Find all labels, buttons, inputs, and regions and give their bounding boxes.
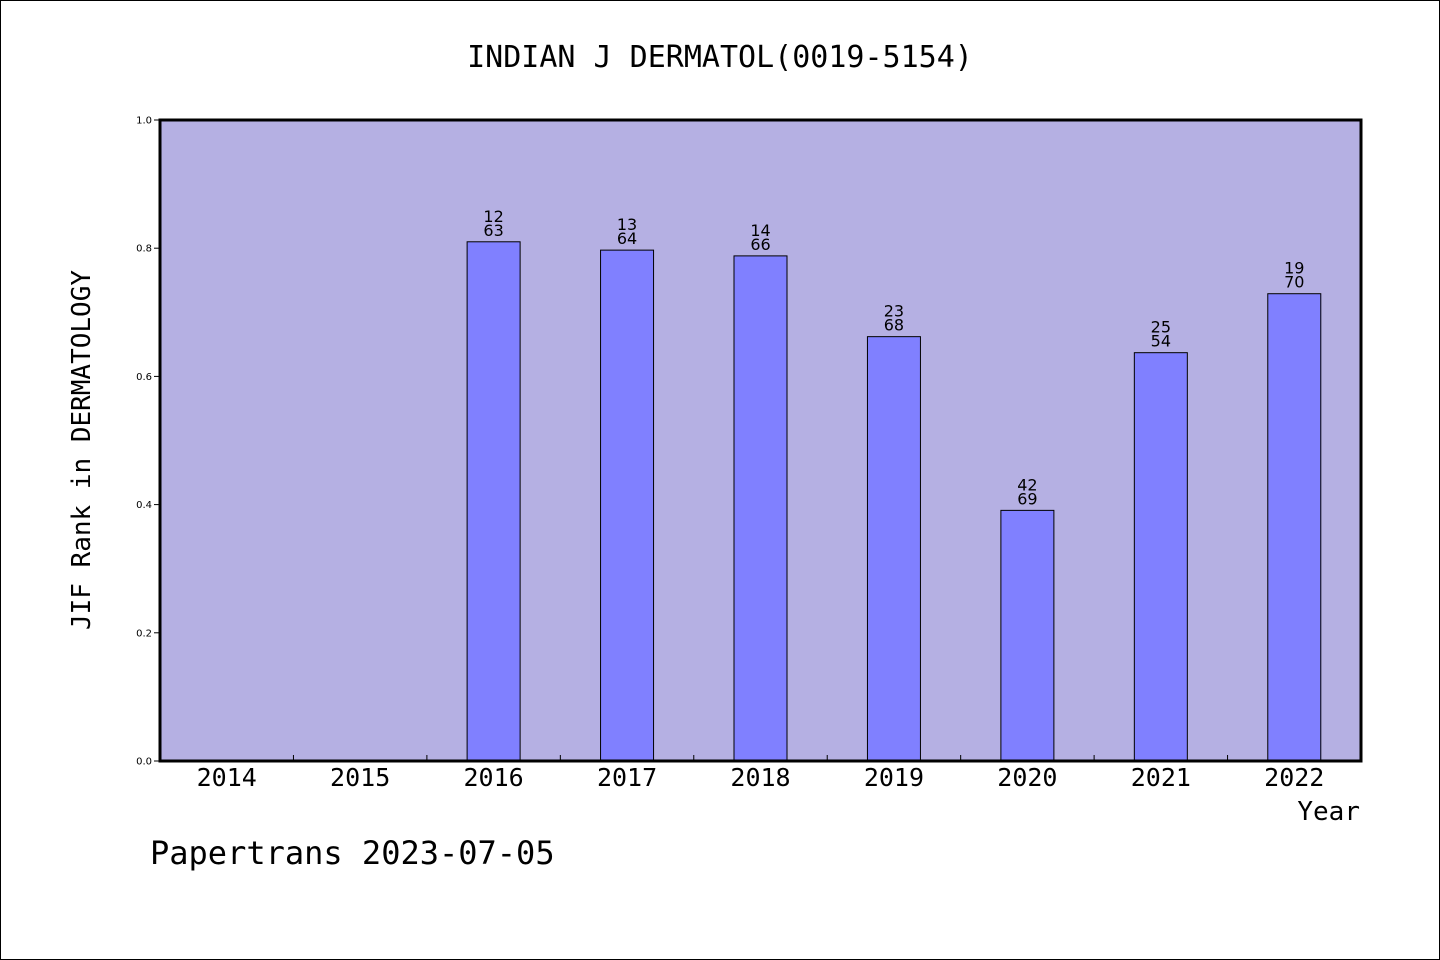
x-tick-label: 2016 xyxy=(464,763,524,792)
x-axis: 2014 2015 2016 2017 2018 2019 2020 2021 2022 xyxy=(197,755,1324,792)
y-tick-label: 0.8 xyxy=(136,244,152,255)
bar-2022 xyxy=(1267,293,1322,762)
x-axis-label: Year xyxy=(1297,797,1360,827)
y-tick-label: 0.6 xyxy=(136,372,152,383)
bar-rank-label: 42 xyxy=(1017,475,1037,494)
chart-title: INDIAN J DERMATOL(0019-5154) xyxy=(467,40,973,75)
bar-total-label: 70 xyxy=(1284,273,1304,292)
bar-2018 xyxy=(733,255,788,762)
bar-rank-label: 25 xyxy=(1151,318,1171,337)
y-axis-label: JIF Rank in DERMATOLOGY xyxy=(67,270,97,630)
x-tick-label: 2014 xyxy=(197,763,257,792)
x-tick-label: 2015 xyxy=(330,763,390,792)
y-tick-label: 0.2 xyxy=(136,628,152,639)
bar-2021 xyxy=(1133,352,1188,762)
bar-rank-label: 14 xyxy=(750,221,770,240)
y-tick-label: 0.4 xyxy=(136,500,152,511)
x-tick-label: 2018 xyxy=(730,763,790,792)
x-tick-label: 2019 xyxy=(864,763,924,792)
footer-credit: Papertrans 2023-07-05 xyxy=(150,834,555,872)
bar-rank-label: 12 xyxy=(483,207,503,226)
bar-total-label: 64 xyxy=(617,229,637,248)
x-tick-label: 2021 xyxy=(1131,763,1191,792)
bar-total-label: 63 xyxy=(483,221,503,240)
bar-rank-label: 23 xyxy=(884,302,904,321)
bar-2017 xyxy=(600,249,655,762)
x-tick-label: 2020 xyxy=(997,763,1057,792)
bar-2019 xyxy=(866,336,921,762)
x-tick-label: 2017 xyxy=(597,763,657,792)
bar-rank-label: 19 xyxy=(1284,259,1304,278)
plot-border xyxy=(158,118,1363,763)
bar-total-label: 68 xyxy=(884,316,904,335)
bar-2020 xyxy=(1000,509,1055,762)
y-axis: 0.0 0.2 0.4 0.6 0.8 1.0 xyxy=(136,116,160,768)
bar-2016 xyxy=(466,241,521,762)
bar-rank-label: 13 xyxy=(617,215,637,234)
bar-total-label: 66 xyxy=(750,235,770,254)
x-tick-label: 2022 xyxy=(1264,763,1324,792)
y-tick-label: 1.0 xyxy=(136,116,152,127)
bar-total-label: 54 xyxy=(1151,332,1171,351)
y-tick-label: 0.0 xyxy=(136,757,152,768)
bar-total-label: 69 xyxy=(1017,489,1037,508)
